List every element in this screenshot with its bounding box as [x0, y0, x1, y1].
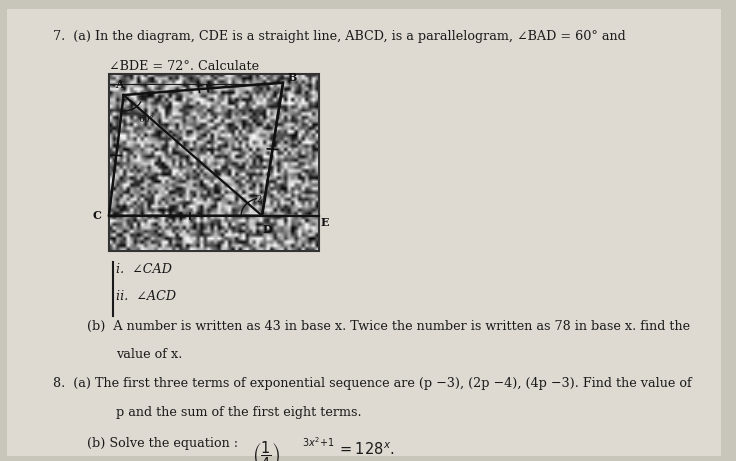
Text: 60°: 60° [138, 115, 155, 124]
Text: (b)  A number is written as 43 in base x. Twice the number is written as 78 in b: (b) A number is written as 43 in base x.… [87, 320, 690, 333]
Text: ii.  ∠ACD: ii. ∠ACD [116, 290, 177, 303]
Text: E: E [321, 218, 329, 228]
Text: $= 128^x.$: $= 128^x.$ [337, 442, 394, 458]
Text: 72°: 72° [252, 195, 267, 204]
FancyBboxPatch shape [7, 9, 721, 456]
Text: p and the sum of the first eight terms.: p and the sum of the first eight terms. [116, 406, 362, 419]
Text: ∠BDE = 72°. Calculate: ∠BDE = 72°. Calculate [109, 60, 259, 73]
Text: $\left(\dfrac{1}{4}\right)$: $\left(\dfrac{1}{4}\right)$ [252, 439, 281, 461]
Text: C: C [92, 210, 101, 221]
Text: (b) Solve the equation :: (b) Solve the equation : [87, 437, 242, 450]
Text: A: A [116, 79, 124, 90]
Text: D: D [262, 225, 272, 236]
Text: value of x.: value of x. [116, 348, 183, 361]
Text: 8.  (a) The first three terms of exponential sequence are (p −3), (2p −4), (4p −: 8. (a) The first three terms of exponent… [53, 377, 692, 390]
Text: $3x^2\!+\!1$: $3x^2\!+\!1$ [302, 435, 336, 449]
Bar [109, 74, 319, 251]
Text: i.  ∠CAD: i. ∠CAD [116, 263, 172, 276]
Text: 7.  (a) In the diagram, CDE is a straight line, ABCD, is a parallelogram, ∠BAD =: 7. (a) In the diagram, CDE is a straight… [53, 30, 626, 43]
Text: B: B [287, 72, 297, 83]
